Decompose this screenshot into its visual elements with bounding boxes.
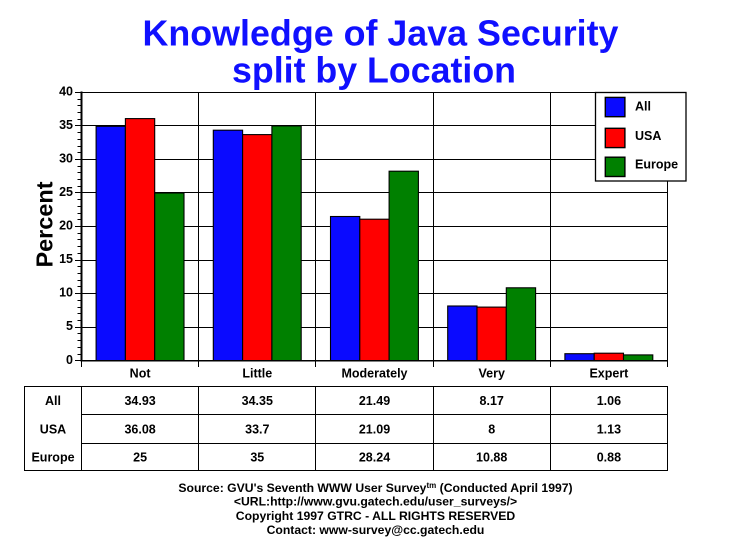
svg-text:Copyright 1997 GTRC - ALL RIGH: Copyright 1997 GTRC - ALL RIGHTS RESERVE… [236, 509, 516, 523]
svg-text:USA: USA [635, 129, 661, 143]
svg-text:Contact: www-survey@cc.gatech.: Contact: www-survey@cc.gatech.edu [267, 523, 485, 537]
svg-text:21.49: 21.49 [359, 394, 390, 408]
svg-text:Expert: Expert [589, 367, 629, 381]
svg-text:15: 15 [59, 252, 73, 266]
svg-text:33.7: 33.7 [245, 422, 269, 436]
svg-text:Percent: Percent [32, 181, 58, 267]
svg-text:Source: GVU's Seventh WWW User: Source: GVU's Seventh WWW User Surveytm … [178, 481, 572, 495]
svg-text:Very: Very [478, 367, 504, 381]
svg-text:40: 40 [59, 84, 73, 98]
svg-text:35: 35 [59, 118, 73, 132]
svg-text:28.24: 28.24 [359, 450, 390, 464]
svg-text:10.88: 10.88 [476, 450, 507, 464]
svg-text:<URL:http://www.gvu.gatech.edu: <URL:http://www.gvu.gatech.edu/user_surv… [234, 495, 517, 509]
svg-text:25: 25 [59, 185, 73, 199]
svg-text:Knowledge of Java Security: Knowledge of Java Security [143, 13, 619, 54]
svg-text:1.06: 1.06 [597, 394, 621, 408]
svg-text:21.09: 21.09 [359, 422, 390, 436]
svg-text:34.93: 34.93 [124, 394, 155, 408]
svg-text:1.13: 1.13 [597, 422, 621, 436]
svg-text:All: All [635, 99, 651, 113]
svg-text:All: All [45, 394, 61, 408]
svg-text:split by Location: split by Location [232, 50, 516, 91]
svg-text:36.08: 36.08 [124, 422, 155, 436]
svg-text:10: 10 [59, 286, 73, 300]
svg-text:Moderately: Moderately [342, 367, 408, 381]
svg-text:5: 5 [66, 319, 73, 333]
svg-text:USA: USA [40, 422, 66, 436]
svg-text:Not: Not [130, 367, 152, 381]
svg-text:34.35: 34.35 [242, 394, 273, 408]
svg-text:0: 0 [66, 353, 73, 367]
svg-text:Europe: Europe [635, 157, 678, 171]
svg-text:35: 35 [250, 450, 264, 464]
svg-text:20: 20 [59, 219, 73, 233]
svg-text:8.17: 8.17 [480, 394, 504, 408]
svg-text:Europe: Europe [31, 450, 74, 464]
svg-text:25: 25 [133, 450, 147, 464]
svg-text:8: 8 [488, 422, 495, 436]
svg-text:Little: Little [242, 367, 272, 381]
svg-text:0.88: 0.88 [597, 450, 621, 464]
svg-text:30: 30 [59, 151, 73, 165]
